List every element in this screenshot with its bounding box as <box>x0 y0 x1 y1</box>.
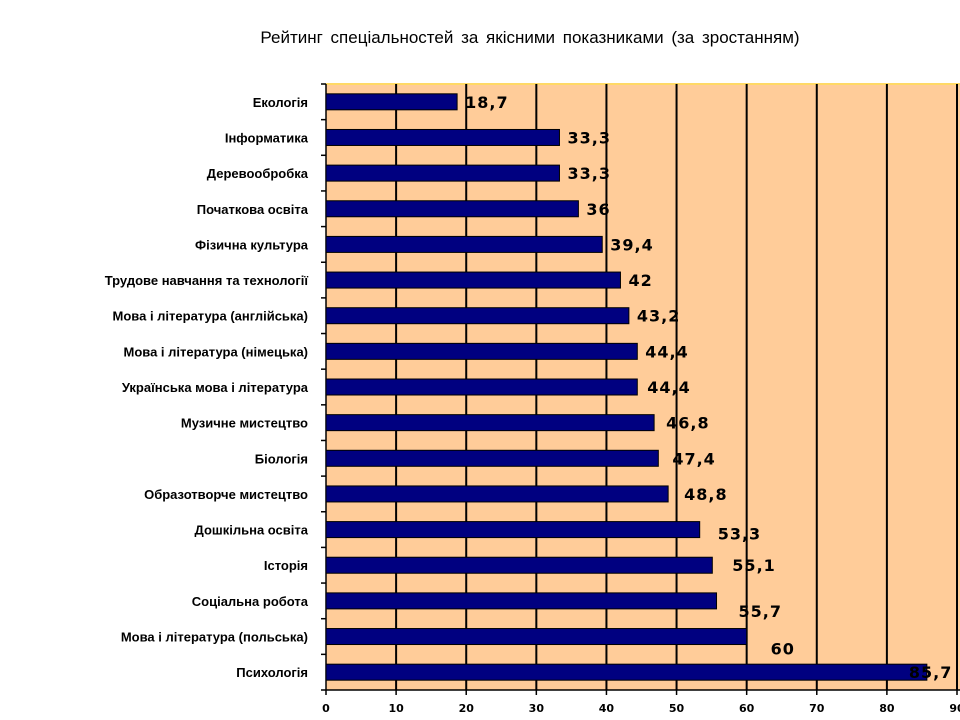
category-label: Мова і література (німецька) <box>123 344 308 359</box>
data-label: 47,4 <box>672 449 715 468</box>
bar <box>325 164 560 182</box>
category-label: Психологія <box>236 665 308 680</box>
category-label: Інформатика <box>225 130 309 145</box>
category-label: Музичне мистецтво <box>181 416 308 431</box>
category-label: Образотворче мистецтво <box>144 487 308 502</box>
bar <box>325 628 748 646</box>
data-label: 44,4 <box>647 378 690 397</box>
category-label: Українська мова і література <box>122 380 309 395</box>
category-label: Екологія <box>253 95 308 110</box>
bar <box>325 307 630 325</box>
category-label: Історія <box>264 558 308 573</box>
category-label: Дошкільна освіта <box>195 523 309 538</box>
x-tick-label: 80 <box>879 702 895 715</box>
x-tick-label: 30 <box>529 702 545 715</box>
category-label: Біологія <box>255 451 308 466</box>
bar <box>325 449 659 467</box>
bar <box>325 200 579 218</box>
category-label: Деревообробка <box>207 166 309 181</box>
bar <box>325 592 718 610</box>
category-label: Початкова освіта <box>197 202 309 217</box>
bar <box>325 378 638 396</box>
chart-title: Рейтинг спеціальностей за якісними показ… <box>260 28 800 47</box>
bar <box>325 342 638 360</box>
x-tick-label: 10 <box>388 702 404 715</box>
bar <box>325 271 621 289</box>
x-tick-label: 60 <box>739 702 755 715</box>
data-label: 36 <box>586 200 610 219</box>
data-label: 60 <box>771 640 795 659</box>
data-label: 53,3 <box>718 525 761 544</box>
x-tick-label: 50 <box>669 702 685 715</box>
bar <box>325 128 560 146</box>
bar <box>325 235 603 253</box>
bar <box>325 485 669 503</box>
bar <box>325 414 655 432</box>
bar <box>325 663 928 681</box>
category-label: Мова і література (польська) <box>121 630 308 645</box>
data-label: 55,7 <box>739 602 782 621</box>
x-tick-label: 70 <box>809 702 825 715</box>
bar <box>325 521 701 539</box>
data-label: 39,4 <box>610 235 653 254</box>
data-label: 43,2 <box>637 307 680 326</box>
bar <box>325 556 713 574</box>
category-label: Мова і література (англійська) <box>113 309 308 324</box>
data-label: 44,4 <box>645 342 688 361</box>
data-label: 33,3 <box>567 128 610 147</box>
data-label: 18,7 <box>465 93 508 112</box>
x-tick-label: 90 <box>949 702 960 715</box>
data-label: 85,7 <box>909 663 952 682</box>
x-tick-label: 0 <box>322 702 330 715</box>
category-label: Соціальна робота <box>192 594 309 609</box>
x-tick-label: 40 <box>599 702 615 715</box>
bar <box>325 93 458 111</box>
data-label: 42 <box>628 271 652 290</box>
x-tick-label: 20 <box>459 702 475 715</box>
data-label: 48,8 <box>684 485 727 504</box>
category-label: Трудове навчання та технології <box>105 273 309 288</box>
data-label: 33,3 <box>567 164 610 183</box>
data-label: 46,8 <box>666 414 709 433</box>
data-label: 55,1 <box>732 556 775 575</box>
category-label: Фізична культура <box>195 237 309 252</box>
